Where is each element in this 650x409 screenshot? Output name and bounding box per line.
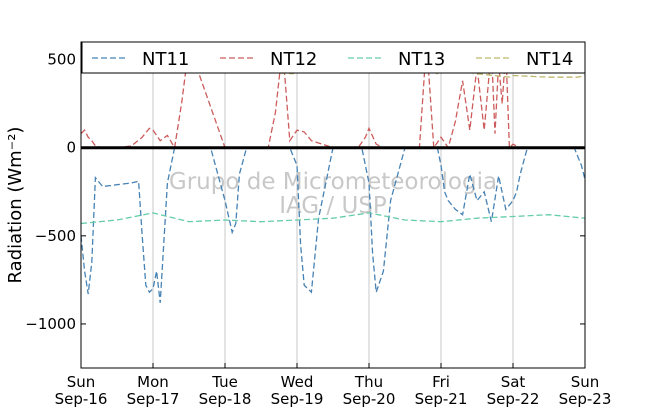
watermark-line-2: IAG / USP <box>279 193 387 219</box>
y-tick-label: 500 <box>47 51 76 69</box>
x-tick-date: Sep-19 <box>271 390 324 408</box>
x-tick-label: Thu <box>354 373 383 391</box>
legend-label-nt11: NT11 <box>142 49 189 70</box>
legend-label-nt12: NT12 <box>270 49 317 70</box>
x-tick-date: Sep-18 <box>199 390 252 408</box>
x-tick-date: Sep-20 <box>343 390 396 408</box>
y-tick-label: −500 <box>35 227 76 245</box>
x-tick-label: Sun <box>571 373 600 391</box>
watermark: Grupo de Micrometeorologia IAG / USP <box>169 169 497 219</box>
legend-label-nt14: NT14 <box>526 49 573 70</box>
x-tick-label: Sat <box>501 373 526 391</box>
x-axis: SunSep-16MonSep-17TueSep-18WedSep-19ThuS… <box>55 42 612 408</box>
series-line-nt11 <box>81 147 585 303</box>
x-tick-label: Mon <box>137 373 169 391</box>
y-tick-label: 0 <box>66 139 76 157</box>
x-tick-date: Sep-23 <box>559 390 612 408</box>
x-tick-label: Sun <box>67 373 96 391</box>
x-tick-date: Sep-22 <box>487 390 540 408</box>
x-tick-label: Wed <box>281 373 314 391</box>
legend-frame <box>81 41 586 74</box>
y-tick-label: −1000 <box>25 315 76 333</box>
series-line-nt13 <box>81 212 585 225</box>
series-lines <box>81 73 585 303</box>
x-tick-date: Sep-21 <box>415 390 468 408</box>
y-axis-label: Radiation (Wm⁻²) <box>5 127 26 284</box>
legend-label-nt13: NT13 <box>398 49 445 70</box>
grid-lines <box>152 42 514 368</box>
watermark-line-1: Grupo de Micrometeorologia <box>169 169 497 195</box>
x-tick-label: Tue <box>211 373 238 391</box>
y-axis: 500 0 −500 −1000 <box>25 51 585 333</box>
x-tick-date: Sep-17 <box>127 390 180 408</box>
legend: NT11 NT12 NT13 NT14 <box>81 41 586 74</box>
x-tick-label: Fri <box>432 373 450 391</box>
x-tick-date: Sep-16 <box>55 390 108 408</box>
